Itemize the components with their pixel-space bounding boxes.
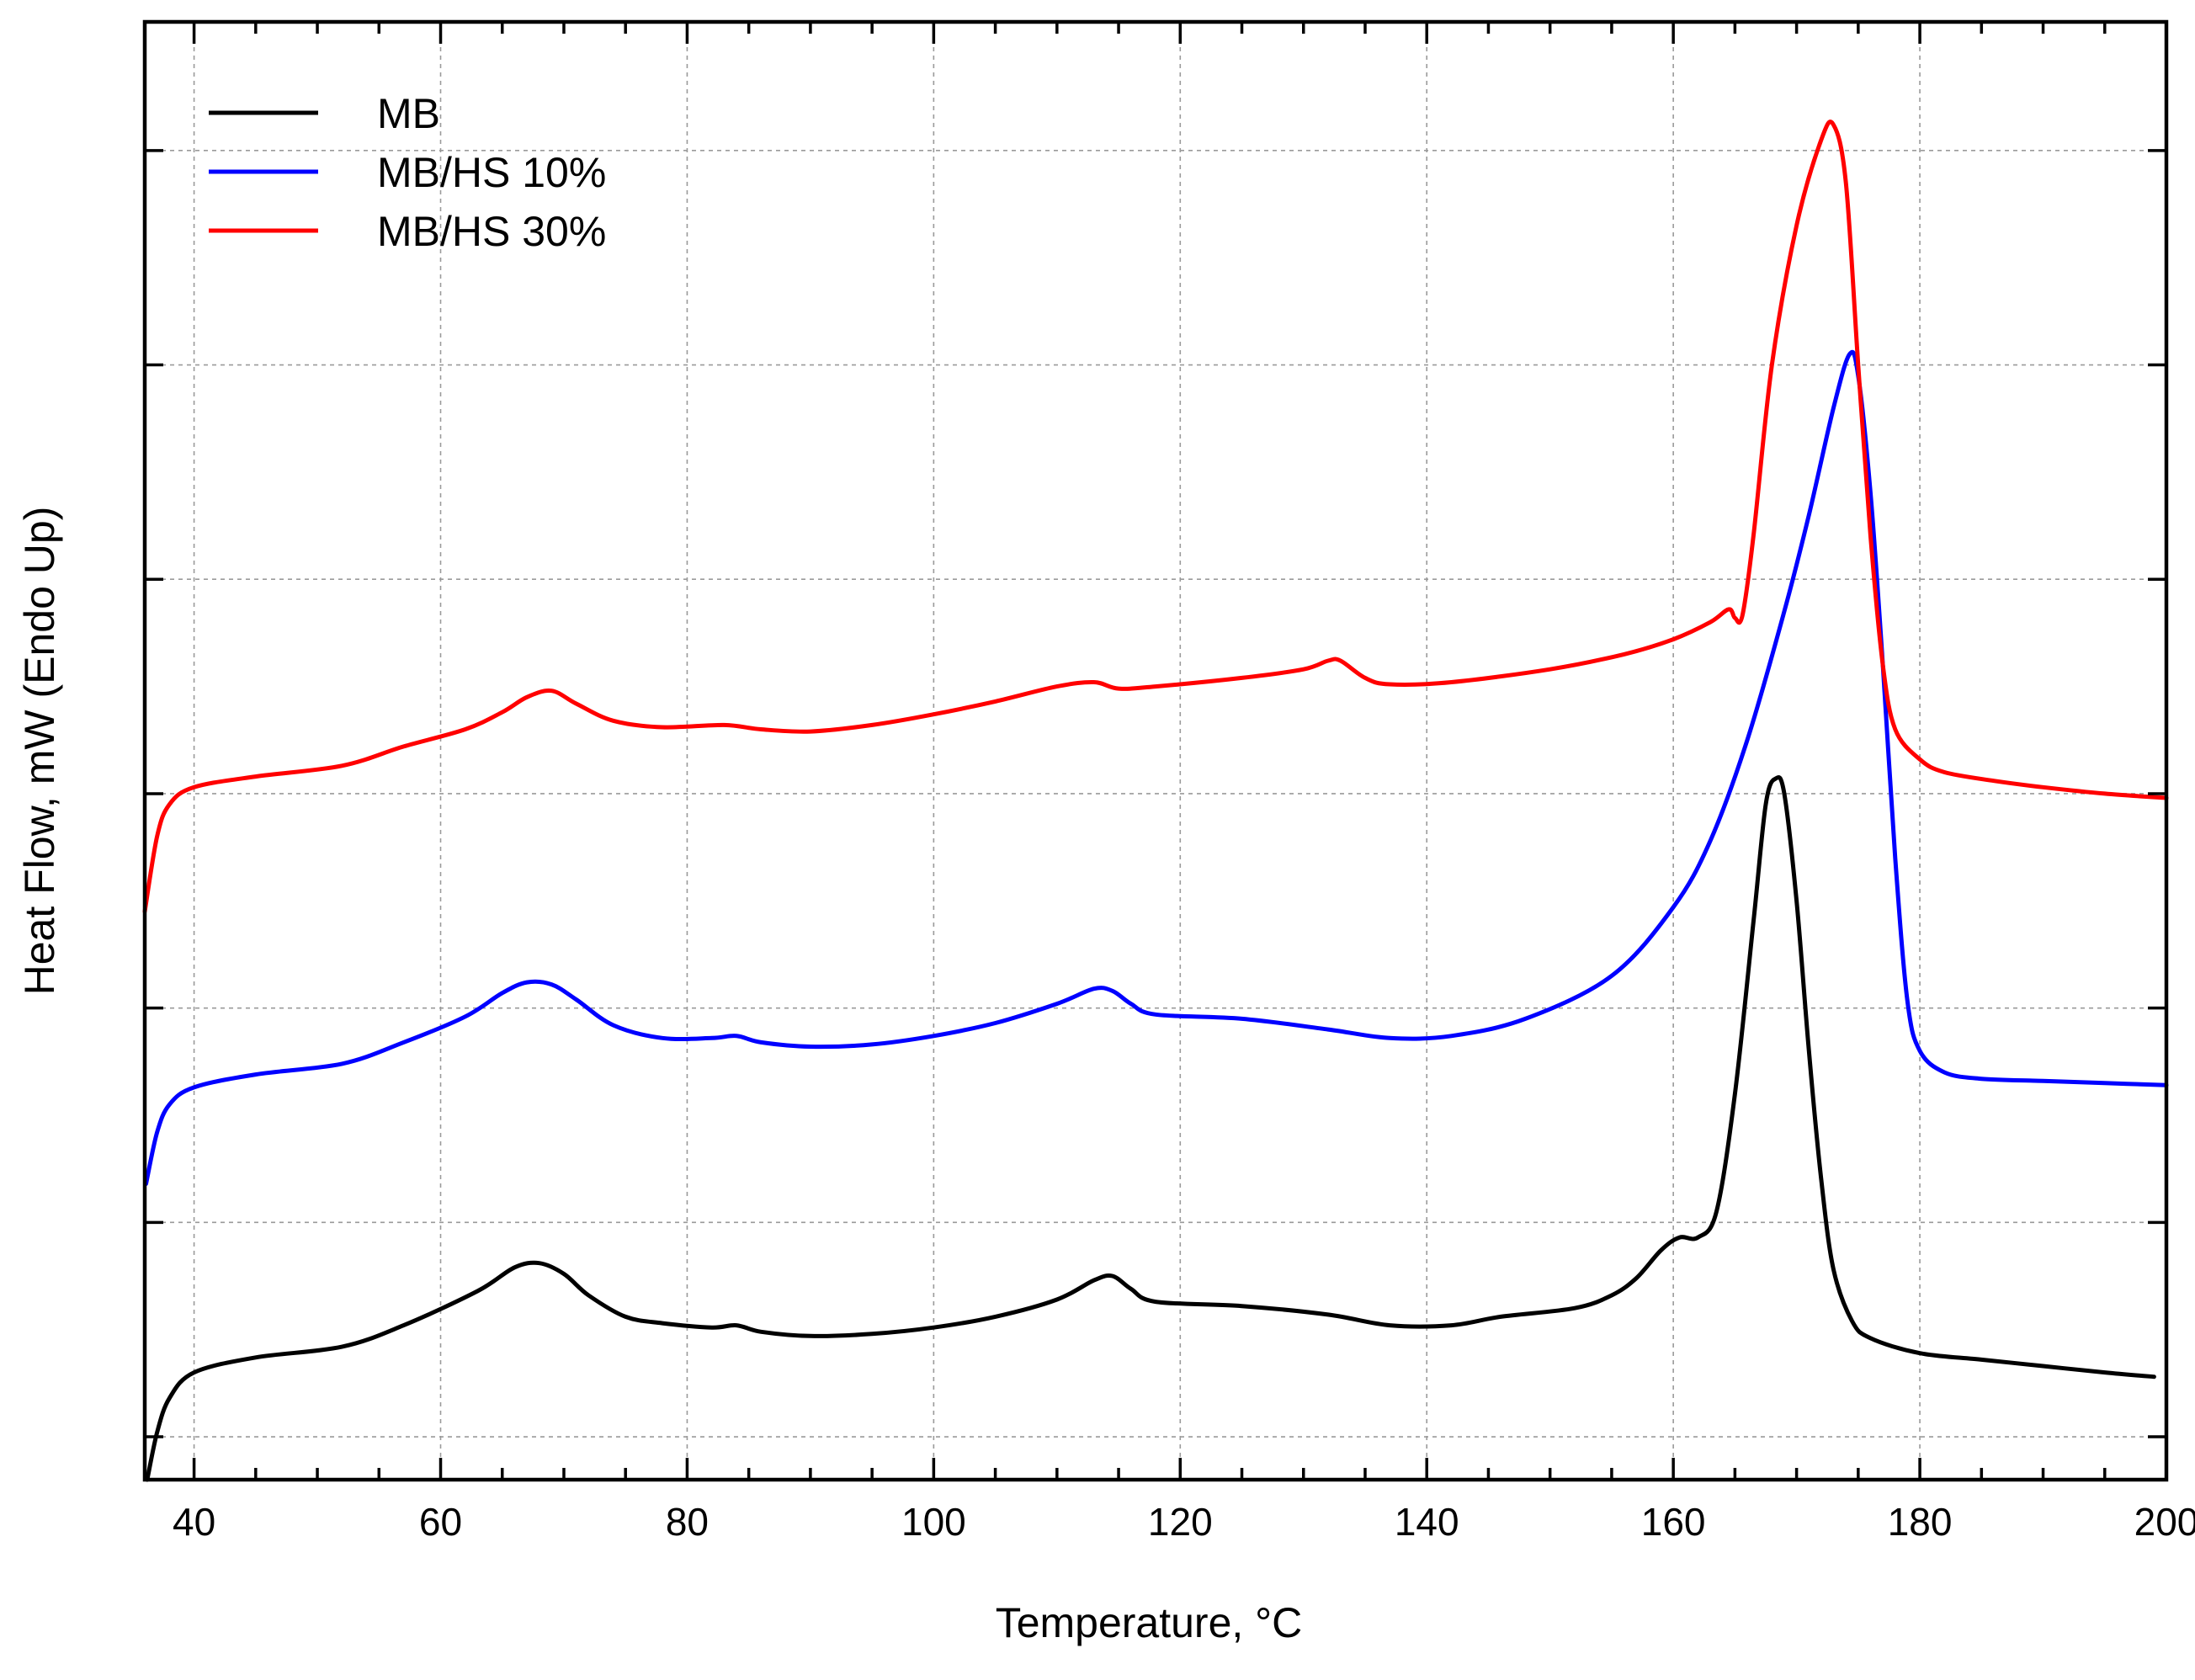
series-lines bbox=[142, 120, 2169, 1482]
x-tick-label-180: 180 bbox=[1888, 1500, 1953, 1544]
x-tick-label-160: 160 bbox=[1641, 1500, 1706, 1544]
x-tick-label-100: 100 bbox=[901, 1500, 966, 1544]
x-tick-label-200: 200 bbox=[2134, 1500, 2195, 1544]
plot-frame bbox=[142, 19, 2169, 1482]
y-axis-label: Heat Flow, mW (Endo Up) bbox=[16, 507, 63, 996]
legend-label-mb-hs-10: MB/HS 10% bbox=[377, 149, 606, 196]
x-axis-label: Temperature, °C bbox=[996, 1599, 1303, 1646]
legend: MB MB/HS 10% MB/HS 30% bbox=[209, 90, 606, 255]
series-line-mb-hs-30 bbox=[142, 120, 2169, 914]
legend-label-mb-hs-30: MB/HS 30% bbox=[377, 208, 606, 255]
axes bbox=[142, 19, 2169, 1482]
x-tick-label-80: 80 bbox=[666, 1500, 709, 1544]
series-line-mb-hs-10 bbox=[144, 349, 2169, 1186]
tick-labels: 40 60 80 100 120 140 160 180 200 bbox=[173, 1500, 2195, 1544]
x-tick-label-40: 40 bbox=[173, 1500, 215, 1544]
x-tick-label-60: 60 bbox=[419, 1500, 462, 1544]
ticks bbox=[145, 22, 2168, 1480]
legend-label-mb: MB bbox=[377, 90, 440, 137]
series-line-mb bbox=[145, 774, 2156, 1482]
x-tick-label-120: 120 bbox=[1148, 1500, 1213, 1544]
x-tick-label-140: 140 bbox=[1395, 1500, 1459, 1544]
